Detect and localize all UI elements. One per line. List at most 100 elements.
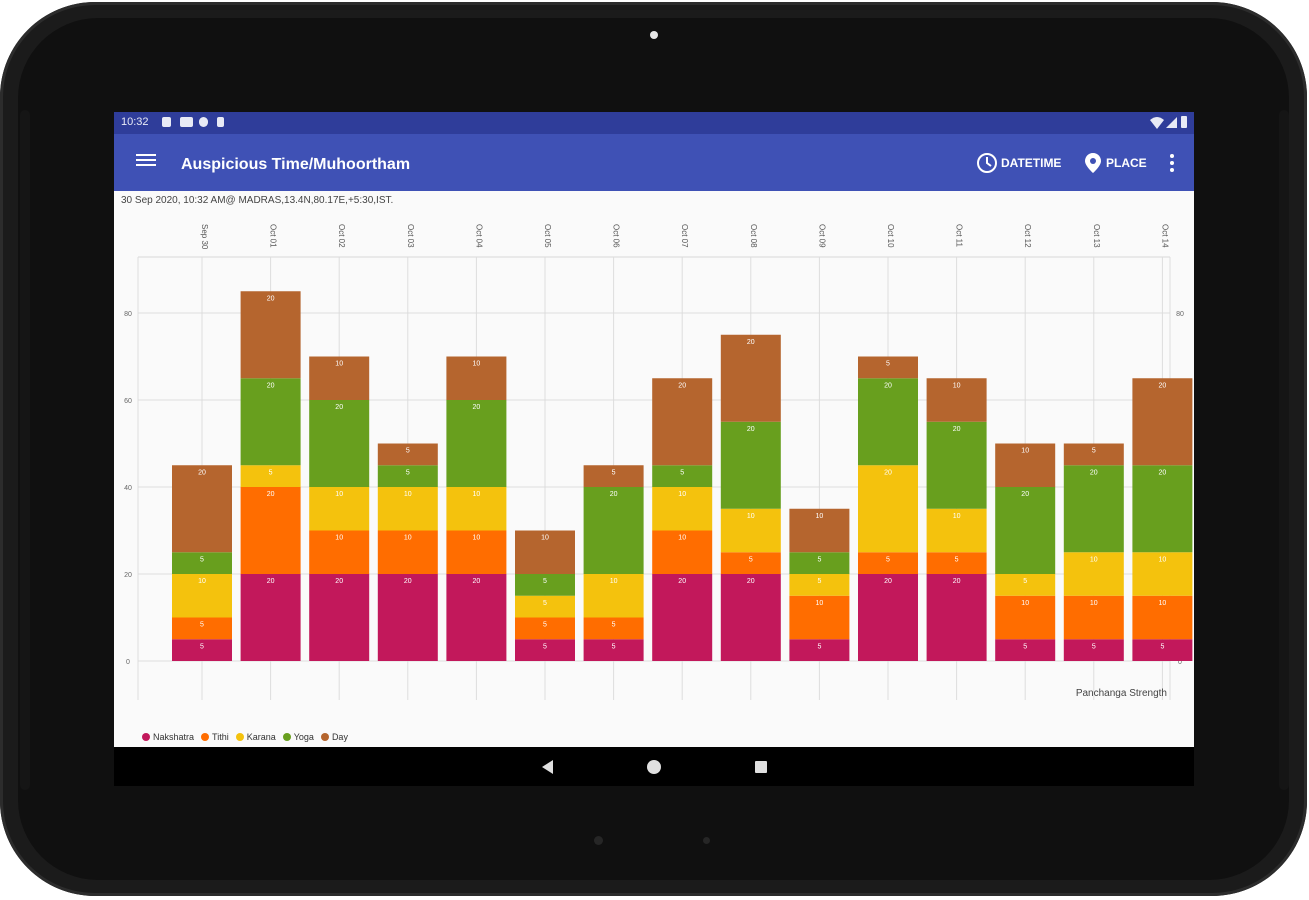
bar-segment-karana [240,465,301,487]
bar-value-label: 10 [678,491,686,498]
bar-segment-tithi [858,552,918,574]
bar-value-label: 5 [543,600,547,607]
bar-value-label: 5 [817,556,821,563]
bar-value-label: 20 [953,426,961,433]
bar-segment-yoga [446,400,507,487]
bar-value-label: 5 [1092,643,1096,650]
bar-segment-nakshatra [446,574,507,661]
bar-segment-nakshatra [789,639,850,661]
bar-segment-yoga [789,552,850,574]
x-tick-label: Oct 09 [817,224,826,248]
bar-segment-yoga [858,378,918,466]
bar-segment-nakshatra [720,574,781,661]
bar-value-label: 5 [612,622,616,629]
y-tick-label: 20 [124,572,132,579]
bar-value-label: 5 [200,643,204,650]
clock-icon [977,153,997,173]
chart-corner-label: Panchanga Strength [1076,688,1167,699]
bar-segment-tithi [309,530,370,574]
x-tick-label: Sep 30 [200,224,209,250]
bar-value-label: 5 [406,469,410,476]
bar-value-label: 10 [1159,556,1167,563]
bar-value-label: 20 [404,578,412,585]
bar-segment-tithi [446,530,507,574]
bar-value-label: 20 [198,469,206,476]
x-tick-label: Oct 12 [1023,224,1032,248]
bar-segment-tithi [652,530,713,574]
signal-icon [1166,117,1177,128]
bar-segment-day [377,443,438,466]
legend-item: Nakshatra [142,732,194,742]
home-icon[interactable] [647,760,661,774]
bar-value-label: 20 [267,382,275,389]
hamburger-menu-icon[interactable] [136,151,156,171]
place-button[interactable]: PLACE [1084,152,1147,174]
legend-swatch [235,733,244,741]
bar-segment-nakshatra [240,574,301,661]
recent-apps-icon[interactable] [755,761,767,773]
bar-value-label: 10 [473,535,481,542]
bar-segment-karana [652,487,713,531]
bar-value-label: 5 [886,361,890,368]
bar-segment-yoga [172,552,232,574]
bar-segment-tithi [377,530,438,574]
page-title: Auspicious Time/Muhoortham [181,156,411,173]
sync-icon [199,117,208,127]
bar-segment-tithi [583,617,644,640]
bar-value-label: 10 [1090,556,1098,563]
bar-value-label: 20 [747,426,755,433]
right-speaker-groove [1279,110,1289,790]
bar-segment-yoga [1063,465,1124,553]
front-camera [650,31,658,39]
bar-value-label: 10 [747,513,755,520]
bar-value-label: 20 [953,578,961,585]
x-tick-label: Oct 03 [406,224,415,248]
bar-segment-day [789,508,850,553]
bar-value-label: 5 [200,622,204,629]
bar-segment-tithi [926,552,987,574]
bar-segment-nakshatra [995,639,1056,661]
bar-segment-yoga [377,465,438,487]
bar-segment-day [1132,378,1193,466]
x-tick-label: Oct 05 [543,224,552,248]
bar-segment-tithi [1063,595,1124,640]
bar-value-label: 20 [267,295,275,302]
legend-swatch [282,733,291,741]
datetime-button[interactable]: DATETIME [976,152,1061,174]
bar-segment-day [309,356,370,400]
bar-segment-yoga [652,465,713,487]
chart-legend: Nakshatra Tithi Karana Yoga Day [142,732,355,742]
bar-value-label: 20 [884,382,892,389]
bar-value-label: 10 [953,382,961,389]
x-tick-label: Oct 02 [337,224,346,248]
bar-segment-karana [377,487,438,531]
more-options-icon[interactable] [1170,154,1174,175]
bar-segment-karana [1132,552,1193,596]
bar-segment-nakshatra [377,574,438,661]
bar-value-label: 10 [610,578,618,585]
notification-icon [162,117,171,127]
bar-value-label: 10 [335,535,343,542]
wifi-icon [1150,117,1164,129]
bar-segment-day [1063,443,1124,466]
bar-segment-nakshatra [652,574,713,661]
left-speaker-groove [20,110,30,790]
y-tick-label: 40 [124,485,132,492]
bar-segment-day [172,465,232,553]
bar-segment-yoga [1132,465,1193,553]
bezel-sensor-left [594,836,603,845]
bar-value-label: 20 [678,578,686,585]
bar-segment-tithi [172,617,232,640]
y-tick-label: 60 [124,398,132,405]
bar-value-label: 10 [678,535,686,542]
bar-segment-tithi [240,487,301,574]
bar-value-label: 5 [612,643,616,650]
x-tick-label: Oct 11 [955,224,964,248]
place-label: PLACE [1106,156,1147,170]
bar-value-label: 20 [678,382,686,389]
bar-value-label: 20 [1159,382,1167,389]
bar-segment-nakshatra [515,639,575,661]
back-icon[interactable] [542,760,553,774]
bar-value-label: 20 [335,404,343,411]
